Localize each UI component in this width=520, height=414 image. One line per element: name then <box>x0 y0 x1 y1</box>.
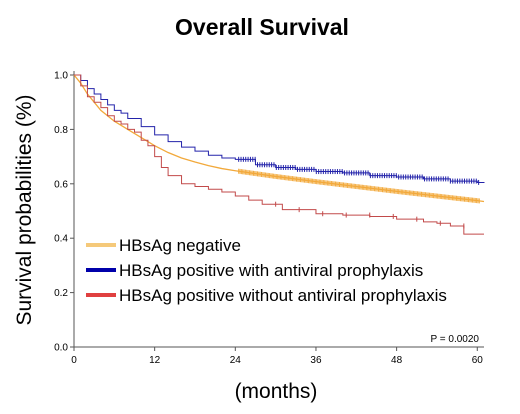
x-axis-label: (months) <box>235 380 318 403</box>
y-tick-label: 1.0 <box>54 71 68 82</box>
y-tick-label: 0.6 <box>54 179 68 190</box>
y-tick-label: 0.0 <box>54 343 68 354</box>
series-hbsag-positive-with-prophylaxis-censor-marks <box>238 156 480 185</box>
y-axis-label: Survival probabilities (%) <box>13 94 36 325</box>
x-tick-label: 60 <box>472 355 484 366</box>
x-tick-label: 24 <box>230 355 242 366</box>
chart-title: Overall Survival <box>175 14 349 40</box>
series-hbsag-positive-without-prophylaxis-legend-label: HBsAg positive without antiviral prophyl… <box>119 286 447 305</box>
y-tick-label: 0.4 <box>54 234 68 245</box>
series-hbsag-negative-line <box>73 74 485 203</box>
p-value-annotation: P = 0.0020 <box>431 334 480 345</box>
y-tick-label: 0.8 <box>54 125 68 136</box>
series-hbsag-negative-censor-marks <box>238 168 480 204</box>
x-tick-label: 0 <box>71 355 77 366</box>
series-hbsag-negative-legend-label: HBsAg negative <box>119 236 241 255</box>
legend: HBsAg negative HBsAg positive with antivi… <box>86 236 447 305</box>
x-tick-label: 48 <box>391 355 403 366</box>
series-layer <box>73 74 485 235</box>
y-tick-label: 0.2 <box>54 288 68 299</box>
x-tick-label: 36 <box>310 355 322 366</box>
axes: 0.0 0.2 0.4 0.6 0.8 1.0 0 12 24 36 48 60 <box>54 71 484 366</box>
series-hbsag-positive-without-prophylaxis-line <box>74 74 484 235</box>
x-tick-label: 12 <box>149 355 161 366</box>
series-hbsag-positive-with-prophylaxis-legend-label: HBsAg positive with antiviral prophylaxi… <box>119 261 423 280</box>
series-hbsag-positive-without-prophylaxis-censor-marks <box>275 201 465 229</box>
